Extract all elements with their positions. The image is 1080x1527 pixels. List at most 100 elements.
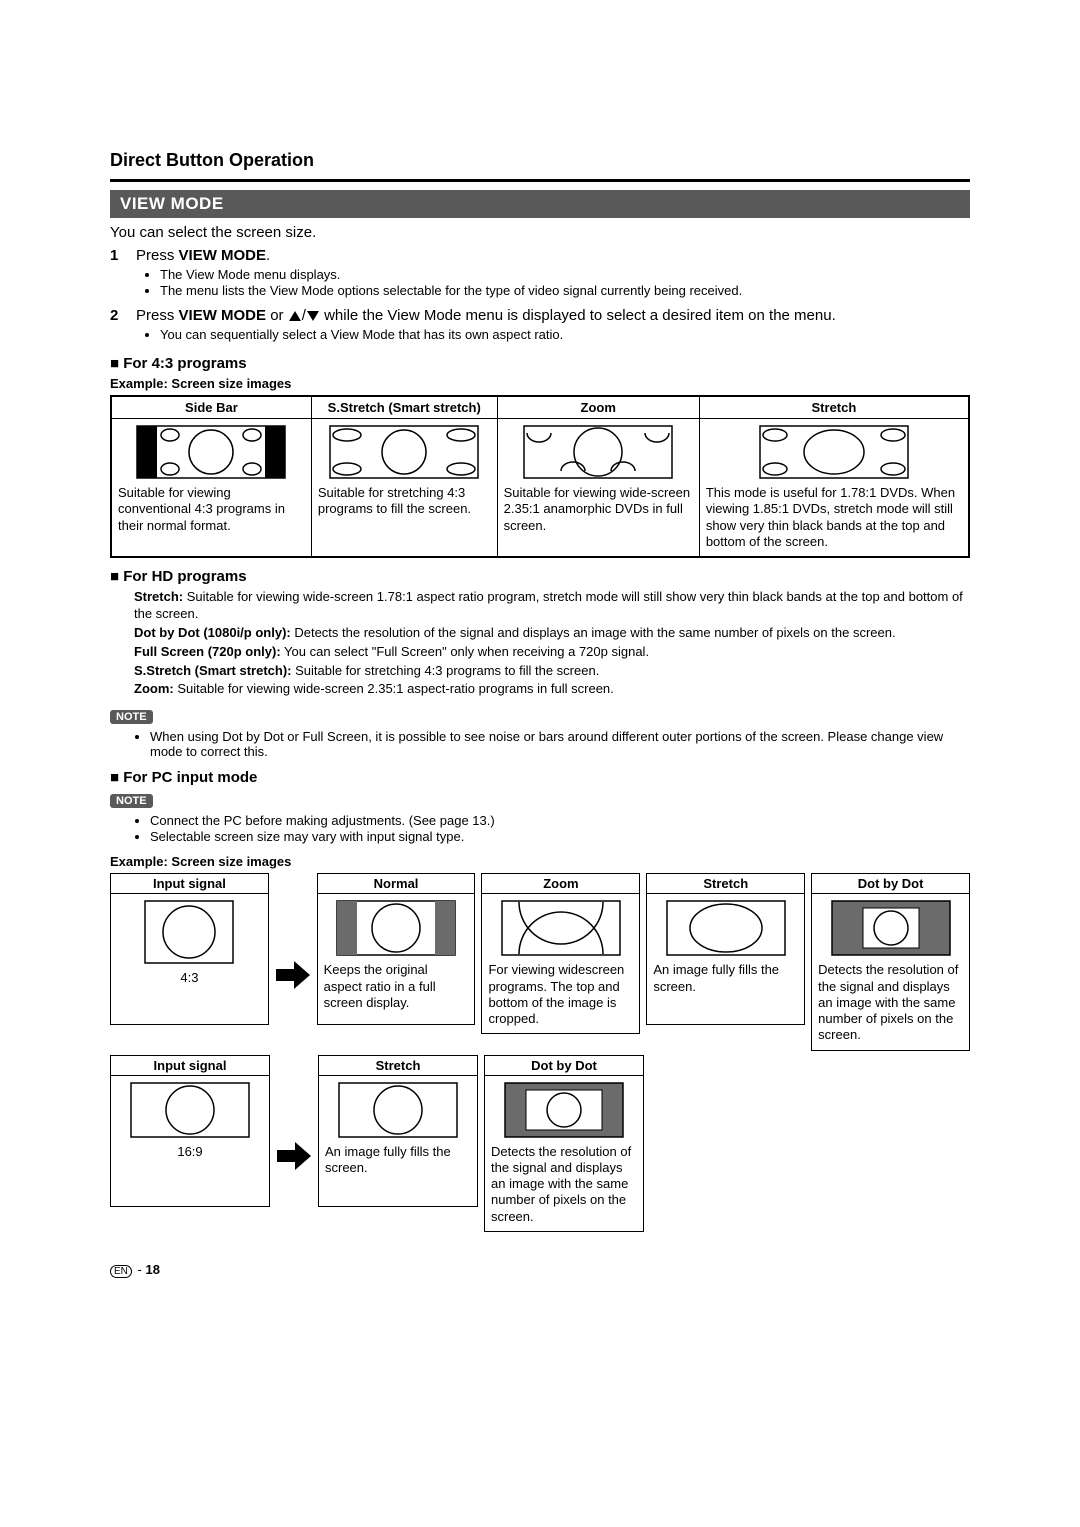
bullet: The View Mode menu displays. — [160, 267, 970, 282]
hd-definitions: Stretch: Suitable for viewing wide-scree… — [134, 589, 970, 698]
step-text-after: . — [266, 247, 270, 264]
hd-note-bullets: When using Dot by Dot or Full Screen, it… — [110, 729, 970, 759]
card-head: Input signal — [111, 874, 268, 894]
step-1: 1 Press VIEW MODE. The View Mode menu di… — [110, 247, 970, 301]
card-head: Input signal — [111, 1056, 269, 1076]
card-desc: Keeps the original aspect ratio in a ful… — [324, 962, 469, 1011]
diagram-sstretch — [329, 425, 479, 479]
step-text-mid: or — [266, 307, 288, 324]
cell-sidebar: Suitable for viewing conventional 4:3 pr… — [112, 419, 312, 557]
card-head: Stretch — [319, 1056, 477, 1076]
col-head-sidebar: Side Bar — [112, 397, 312, 419]
col-head-sstretch: S.Stretch (Smart stretch) — [311, 397, 497, 419]
diagram-sidebar — [136, 425, 286, 479]
page-footer: EN - 18 — [110, 1262, 970, 1278]
card-stretch-169: Stretch An image fully fills the screen. — [318, 1055, 478, 1207]
def-term: S.Stretch (Smart stretch): — [134, 663, 291, 678]
card-desc: Detects the resolution of the signal and… — [818, 962, 963, 1043]
step-text: Press — [136, 307, 179, 324]
aspect-label: 4:3 — [117, 970, 262, 985]
diagram-stretch-pc — [666, 900, 786, 956]
diagram-zoom-pc — [501, 900, 621, 956]
def-body: You can select "Full Screen" only when r… — [281, 644, 649, 659]
cell-sstretch: Suitable for stretching 4:3 programs to … — [311, 419, 497, 557]
diagram-zoom — [523, 425, 673, 479]
card-desc: For viewing widescreen programs. The top… — [488, 962, 633, 1027]
desc-stretch: This mode is useful for 1.78:1 DVDs. Whe… — [706, 485, 962, 550]
bullet: You can sequentially select a View Mode … — [160, 327, 970, 342]
step-number: 1 — [110, 247, 126, 301]
note-badge: NOTE — [110, 710, 153, 724]
col-head-stretch: Stretch — [699, 397, 968, 419]
cell-zoom: Suitable for viewing wide-screen 2.35:1 … — [497, 419, 699, 557]
card-desc: An image fully fills the screen. — [653, 962, 798, 995]
example-label: Example: Screen size images — [110, 376, 970, 391]
step-text-after: while the View Mode menu is displayed to… — [324, 307, 836, 324]
def-body: Suitable for viewing wide-screen 1.78:1 … — [134, 589, 963, 621]
up-arrow-icon — [288, 310, 302, 322]
steps-list: 1 Press VIEW MODE. The View Mode menu di… — [110, 247, 970, 345]
pc-note-bullets: Connect the PC before making adjustments… — [110, 813, 970, 844]
arrow-icon — [276, 1116, 312, 1170]
card-dotbydot-169: Dot by Dot Detects the resolution of the… — [484, 1055, 644, 1232]
card-zoom: Zoom For viewing widescreen programs. Th… — [481, 873, 640, 1034]
def-body: Suitable for stretching 4:3 programs to … — [291, 663, 599, 678]
step-text-bold: VIEW MODE — [179, 307, 267, 324]
note-badge: NOTE — [110, 794, 153, 808]
def-term: Zoom: — [134, 681, 174, 696]
card-normal: Normal Keeps the original aspect ratio i… — [317, 873, 476, 1025]
card-head: Normal — [318, 874, 475, 894]
diagram-stretch — [759, 425, 909, 479]
diagram-dotbydot-169 — [504, 1082, 624, 1138]
section-header-view-mode: VIEW MODE — [110, 190, 970, 218]
def-term: Full Screen (720p only): — [134, 644, 281, 659]
card-input-169: Input signal 16:9 — [110, 1055, 270, 1207]
def-term: Stretch: — [134, 589, 183, 604]
subhead-43: For 4:3 programs — [110, 355, 970, 372]
card-head: Stretch — [647, 874, 804, 894]
example-label-pc: Example: Screen size images — [110, 854, 970, 869]
step-text: Press — [136, 247, 179, 264]
diagram-input-43 — [144, 900, 234, 964]
card-dotbydot: Dot by Dot Detects the resolution of the… — [811, 873, 970, 1050]
desc-sstretch: Suitable for stretching 4:3 programs to … — [318, 485, 491, 518]
diagram-stretch-169 — [338, 1082, 458, 1138]
def-term: Dot by Dot (1080i/p only): — [134, 625, 291, 640]
aspect-label: 16:9 — [117, 1144, 263, 1159]
bullet: Connect the PC before making adjustments… — [150, 813, 970, 828]
bullet: When using Dot by Dot or Full Screen, it… — [150, 729, 970, 759]
card-head: Dot by Dot — [485, 1056, 643, 1076]
desc-sidebar: Suitable for viewing conventional 4:3 pr… — [118, 485, 305, 534]
page-number: 18 — [145, 1262, 159, 1277]
step-bullets: The View Mode menu displays. The menu li… — [136, 267, 970, 298]
card-desc: An image fully fills the screen. — [325, 1144, 471, 1177]
diagram-dotbydot — [831, 900, 951, 956]
footer-sep: - — [134, 1262, 146, 1277]
card-input-43: Input signal 4:3 — [110, 873, 269, 1025]
card-desc: Detects the resolution of the signal and… — [491, 1144, 637, 1225]
def-body: Detects the resolution of the signal and… — [291, 625, 896, 640]
pc-row-169: Input signal 16:9 Stretch — [110, 1055, 970, 1232]
bullet: The menu lists the View Mode options sel… — [160, 283, 970, 298]
step-bullets: You can sequentially select a View Mode … — [136, 327, 970, 342]
intro-text: You can select the screen size. — [110, 224, 970, 241]
col-head-zoom: Zoom — [497, 397, 699, 419]
step-number: 2 — [110, 307, 126, 345]
bullet: Selectable screen size may vary with inp… — [150, 829, 970, 844]
manual-page: Direct Button Operation VIEW MODE You ca… — [0, 0, 1080, 1318]
card-head: Dot by Dot — [812, 874, 969, 894]
down-arrow-icon — [306, 310, 320, 322]
pc-row-43: Input signal 4:3 Normal — [110, 873, 970, 1050]
page-title: Direct Button Operation — [110, 150, 970, 171]
subhead-hd: For HD programs — [110, 568, 970, 585]
diagram-input-169 — [130, 1082, 250, 1138]
step-text-bold: VIEW MODE — [179, 247, 267, 264]
desc-zoom: Suitable for viewing wide-screen 2.35:1 … — [504, 485, 693, 534]
cell-stretch: This mode is useful for 1.78:1 DVDs. Whe… — [699, 419, 968, 557]
card-head: Zoom — [482, 874, 639, 894]
card-stretch: Stretch An image fully fills the screen. — [646, 873, 805, 1025]
subhead-pc: For PC input mode — [110, 769, 970, 786]
def-body: Suitable for viewing wide-screen 2.35:1 … — [174, 681, 614, 696]
divider-rule — [110, 179, 970, 182]
diagram-normal — [336, 900, 456, 956]
